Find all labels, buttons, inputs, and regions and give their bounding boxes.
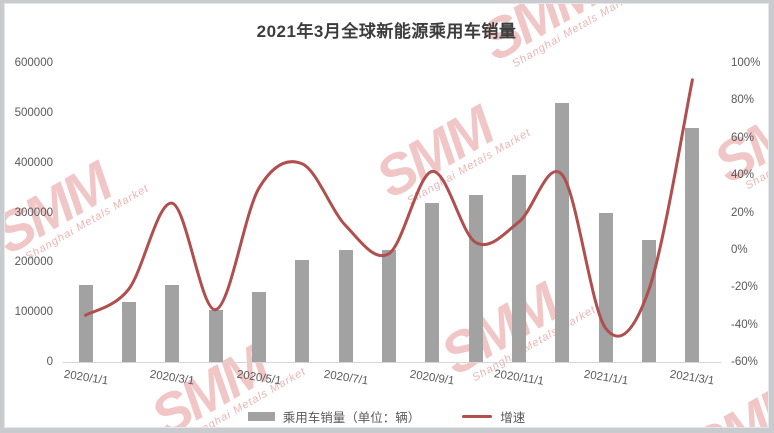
right-axis-tick: -40% (731, 318, 758, 331)
growth-line-path (84, 78, 694, 338)
sales-bar (381, 249, 396, 362)
legend-bar-label: 乘用车销量（单位：辆） (282, 411, 421, 425)
sales-bar (685, 127, 700, 362)
left-axis-tick: 300000 (14, 206, 53, 219)
right-axis-tick: 20% (731, 206, 755, 219)
sales-bar (512, 175, 526, 362)
right-axis-tick: 80% (731, 94, 755, 107)
sales-bar (425, 202, 440, 362)
sales-bar (468, 195, 483, 362)
sales-bar (555, 102, 570, 362)
left-axis-tick: 100000 (14, 306, 53, 319)
x-axis-line (63, 362, 721, 363)
sales-bar (78, 284, 93, 362)
growth-line-series (84, 78, 694, 338)
sales-bar (642, 239, 657, 362)
sales-bar (121, 302, 136, 362)
right-axis-tick: -60% (731, 356, 758, 368)
legend-bar-swatch-icon (247, 412, 275, 421)
sales-bar (338, 249, 353, 362)
right-axis-tick: -20% (731, 281, 758, 294)
legend: 乘用车销量（单位：辆） 增速 (5, 407, 768, 426)
left-axis-tick: 600000 (14, 57, 53, 69)
left-axis-tick: 0 (46, 356, 53, 368)
left-axis-tick: 400000 (14, 156, 53, 169)
chart-card: 2021年3月全球新能源乘用车销量 SMM Shanghai Metals Mar… (4, 3, 769, 428)
chart-title: 2021年3月全球新能源乘用车销量 (256, 22, 517, 41)
right-axis-tick: 0% (731, 243, 748, 256)
sales-bar (165, 284, 180, 362)
right-axis-tick: 100% (731, 57, 761, 69)
legend-line-swatch-icon (462, 415, 493, 418)
sales-bar (295, 259, 310, 362)
right-axis-tick: 40% (731, 169, 755, 182)
right-axis-tick: 60% (731, 131, 755, 144)
sales-bar (208, 309, 223, 362)
sales-bar (251, 292, 266, 362)
left-axis-tick: 200000 (14, 256, 53, 269)
legend-line-label: 增速 (500, 411, 526, 425)
left-axis-tick: 500000 (14, 106, 53, 119)
